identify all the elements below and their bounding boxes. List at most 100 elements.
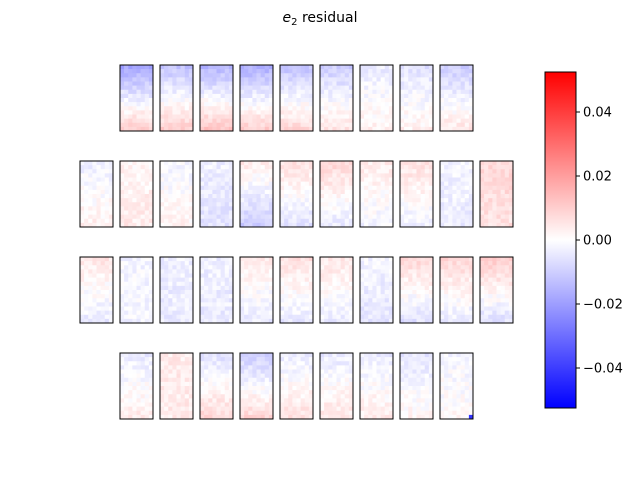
residual-cell [304, 381, 310, 387]
residual-cell [364, 298, 369, 303]
residual-cell [180, 110, 186, 115]
residual-cell [336, 398, 341, 403]
residual-cell [204, 214, 209, 220]
residual-cell [84, 310, 89, 316]
residual-cell [184, 77, 190, 82]
residual-cell [364, 381, 369, 387]
residual-cell [348, 306, 354, 311]
residual-cell [372, 290, 377, 295]
residual-cell [344, 98, 350, 103]
residual-cell [348, 390, 354, 395]
residual-cell [260, 173, 266, 178]
residual-cell [416, 177, 421, 182]
residual-cell [164, 81, 169, 86]
residual-cell [168, 194, 173, 199]
residual-cell [260, 85, 266, 91]
residual-cell [80, 294, 85, 299]
residual-cell [180, 373, 186, 379]
residual-cell [480, 269, 485, 274]
residual-cell [296, 77, 301, 82]
residual-cell [224, 318, 230, 324]
residual-cell [212, 302, 217, 307]
residual-cell [292, 114, 297, 119]
residual-cell [384, 194, 390, 199]
residual-cell [344, 126, 350, 132]
residual-cell [500, 269, 506, 274]
residual-cell [168, 265, 173, 270]
residual-cell [184, 294, 190, 299]
residual-cell [348, 173, 354, 178]
residual-cell [204, 398, 209, 403]
residual-cell [408, 210, 413, 215]
residual-cell [324, 410, 329, 416]
residual-cell [336, 69, 341, 74]
residual-cell [328, 98, 333, 103]
residual-cell [336, 353, 341, 358]
residual-cell [148, 173, 154, 178]
residual-cell [244, 118, 249, 124]
residual-cell [260, 169, 266, 174]
residual-cell [200, 285, 205, 291]
residual-cell [368, 106, 373, 111]
residual-cell [368, 314, 373, 320]
residual-cell [296, 73, 301, 78]
residual-cell [284, 302, 289, 307]
residual-cell [148, 390, 154, 395]
residual-cell [496, 294, 501, 299]
residual-cell [372, 110, 377, 115]
residual-cell [240, 365, 245, 370]
residual-cell [300, 406, 306, 412]
residual-cell [384, 410, 390, 416]
residual-cell [280, 169, 285, 174]
residual-cell [80, 314, 85, 320]
residual-cell [360, 314, 365, 320]
residual-cell [288, 298, 293, 303]
residual-cell [252, 369, 257, 374]
residual-cell [332, 273, 337, 278]
residual-cell [348, 93, 354, 99]
residual-cell [228, 161, 234, 166]
residual-cell [348, 398, 354, 403]
residual-cell [508, 302, 514, 307]
residual-cell [460, 185, 466, 191]
residual-cell [80, 165, 85, 170]
residual-cell [320, 122, 325, 128]
residual-cell [296, 357, 301, 362]
residual-cell [132, 85, 137, 91]
residual-cell [208, 302, 213, 307]
residual-cell [296, 306, 301, 311]
residual-cell [208, 93, 213, 99]
residual-cell [208, 365, 213, 370]
residual-cell [124, 373, 129, 379]
residual-cell [164, 165, 169, 170]
residual-cell [264, 73, 270, 78]
residual-cell [188, 261, 194, 266]
residual-cell [416, 373, 421, 379]
residual-cell [328, 93, 333, 99]
residual-cell [216, 269, 221, 274]
residual-cell [212, 261, 217, 266]
residual-cell [420, 377, 426, 383]
residual-cell [504, 281, 510, 287]
residual-cell [176, 185, 181, 191]
residual-cell [344, 353, 350, 358]
residual-cell [172, 410, 177, 416]
residual-cell [412, 122, 417, 128]
residual-cell [484, 165, 489, 170]
residual-cell [224, 118, 230, 124]
residual-cell [300, 414, 306, 420]
residual-cell [468, 69, 474, 74]
residual-cell [372, 261, 377, 266]
residual-cell [92, 165, 97, 170]
residual-cell [400, 377, 405, 383]
residual-cell [448, 290, 453, 295]
residual-cell [372, 414, 377, 420]
residual-cell [120, 98, 125, 103]
residual-cell [268, 98, 274, 103]
residual-cell [140, 214, 146, 220]
residual-cell [164, 185, 169, 191]
residual-cell [288, 161, 293, 166]
residual-cell [140, 414, 146, 420]
residual-cell [500, 194, 506, 199]
residual-cell [364, 257, 369, 262]
